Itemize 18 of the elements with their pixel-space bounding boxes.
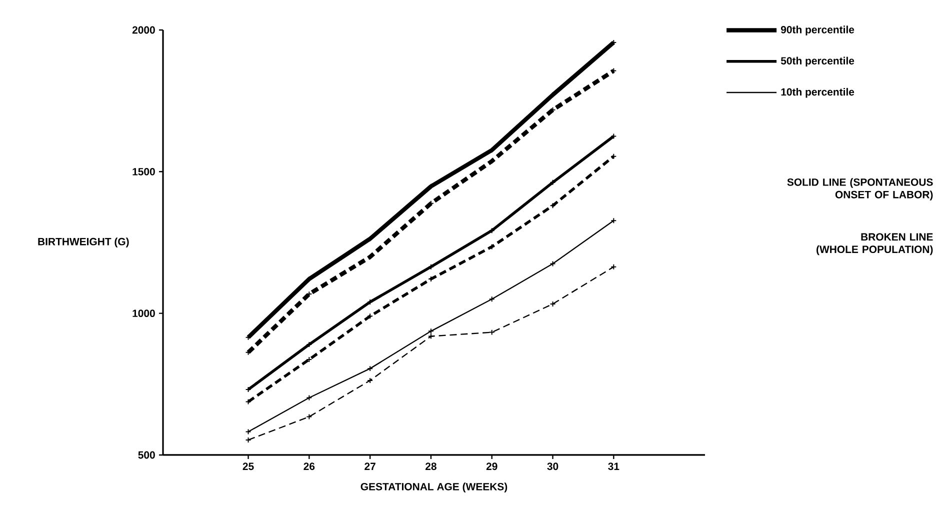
x-tick-label: 25 [242,462,254,470]
y-tick-label: 500 [138,451,155,459]
x-tick-label: 26 [304,462,315,470]
x-tick-label: 31 [608,462,620,470]
legend-label: 90th percentile [780,26,854,36]
text: BROKEN LINE (WHOLE POPULATION) [816,233,933,256]
x-tick-label: 28 [426,462,436,470]
x-tick-label: 27 [364,462,376,470]
y-tick-label: 1000 [132,310,155,318]
y-axis-title: BIRTHWEIGHT (G) [38,238,129,248]
y-tick-label: 1500 [132,168,155,176]
legend-label: 50th percentile [780,56,854,67]
x-tick-label: 29 [486,462,498,470]
y-tick-label: 2000 [132,26,155,34]
text: SOLID LINE (SPONTANEOUS ONSET OF LABOR) [787,178,933,200]
x-axis-title: GESTATIONAL AGE (WEEKS) [360,482,508,492]
legend-label: 10th percentile [781,88,854,98]
x-tick-label: 30 [547,462,558,470]
